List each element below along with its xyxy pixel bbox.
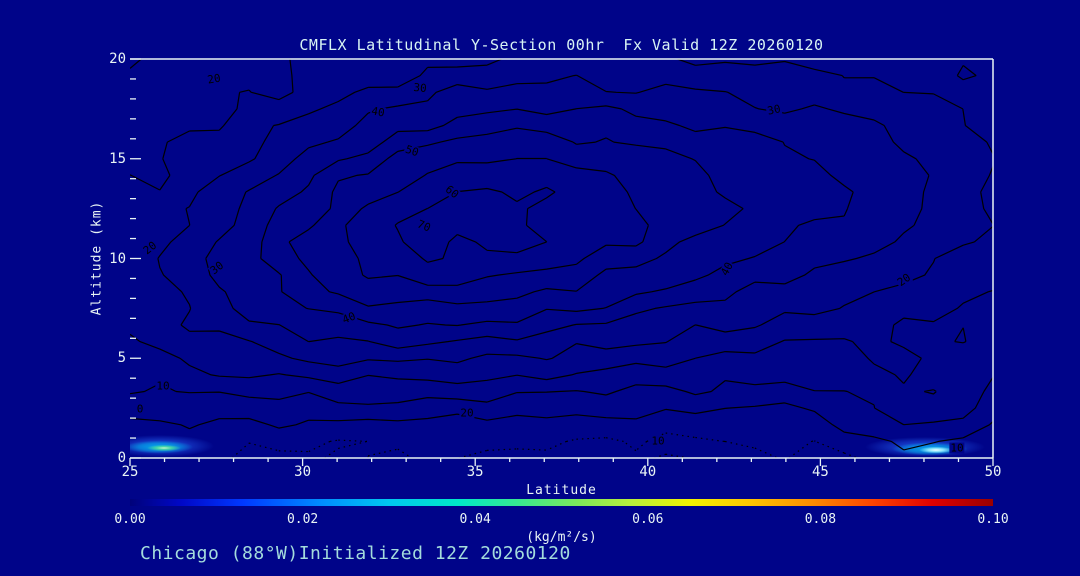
axis-ticks <box>129 58 994 466</box>
contour-label: 20 <box>459 406 475 420</box>
colorbar-tick-label: 0.08 <box>804 512 837 527</box>
contour-level--10 <box>188 432 858 458</box>
colorbar-tick-label: 0.00 <box>114 512 146 527</box>
contour-level-60 <box>288 127 744 307</box>
contour-label: 10 <box>155 379 171 393</box>
x-tick-label: 40 <box>639 464 657 480</box>
contour-label: 10 <box>650 434 666 448</box>
colorbar-units-label: (kg/m²/s) <box>526 530 597 545</box>
colorbar <box>130 499 993 506</box>
y-tick-label: 20 <box>109 51 126 67</box>
contour-level-50 <box>260 105 854 329</box>
y-tick-label: 15 <box>109 150 126 167</box>
x-tick-label: 25 <box>121 464 139 480</box>
colorbar-tick-label: 0.04 <box>459 512 491 527</box>
contour-level-80 <box>394 186 556 263</box>
contour-level-40 <box>205 74 930 349</box>
contour-label: 10 <box>949 441 965 455</box>
colorbar-tick-label: 0.10 <box>977 512 1009 527</box>
x-tick-label: 45 <box>811 464 829 480</box>
contour-level-20 <box>130 59 993 395</box>
contour-label: 20 <box>205 71 223 87</box>
flux-plume <box>919 446 953 454</box>
contour-label: 30 <box>411 80 429 96</box>
x-axis-label: Latitude <box>526 483 597 498</box>
flux-plume <box>147 444 181 452</box>
x-tick-label: 35 <box>466 464 484 480</box>
contour-lines <box>130 59 993 458</box>
x-tick-label: 30 <box>294 464 312 480</box>
station-init-annotation: Chicago (88°W)Initialized 12Z 20260120 <box>140 543 571 564</box>
y-tick-label: 5 <box>117 350 126 367</box>
flux-plumes <box>130 435 985 457</box>
contour-label: 40 <box>369 104 387 120</box>
contour-level-0 <box>130 402 993 451</box>
contour-level-70 <box>345 157 649 286</box>
colorbar-tick-label: 0.06 <box>632 512 664 527</box>
y-tick-label: 0 <box>117 450 126 466</box>
chart-title: CMFLX Latitudinal Y-Section 00hr Fx Vali… <box>299 36 824 54</box>
contour-level-30 <box>157 59 993 367</box>
contour-level-10 <box>130 59 993 426</box>
x-tick-label: 50 <box>984 464 1002 480</box>
y-tick-label: 10 <box>109 250 126 267</box>
colorbar-tick-label: 0.02 <box>286 512 319 527</box>
contour-label: 30 <box>765 102 783 118</box>
contour-label: 0 <box>135 402 145 416</box>
